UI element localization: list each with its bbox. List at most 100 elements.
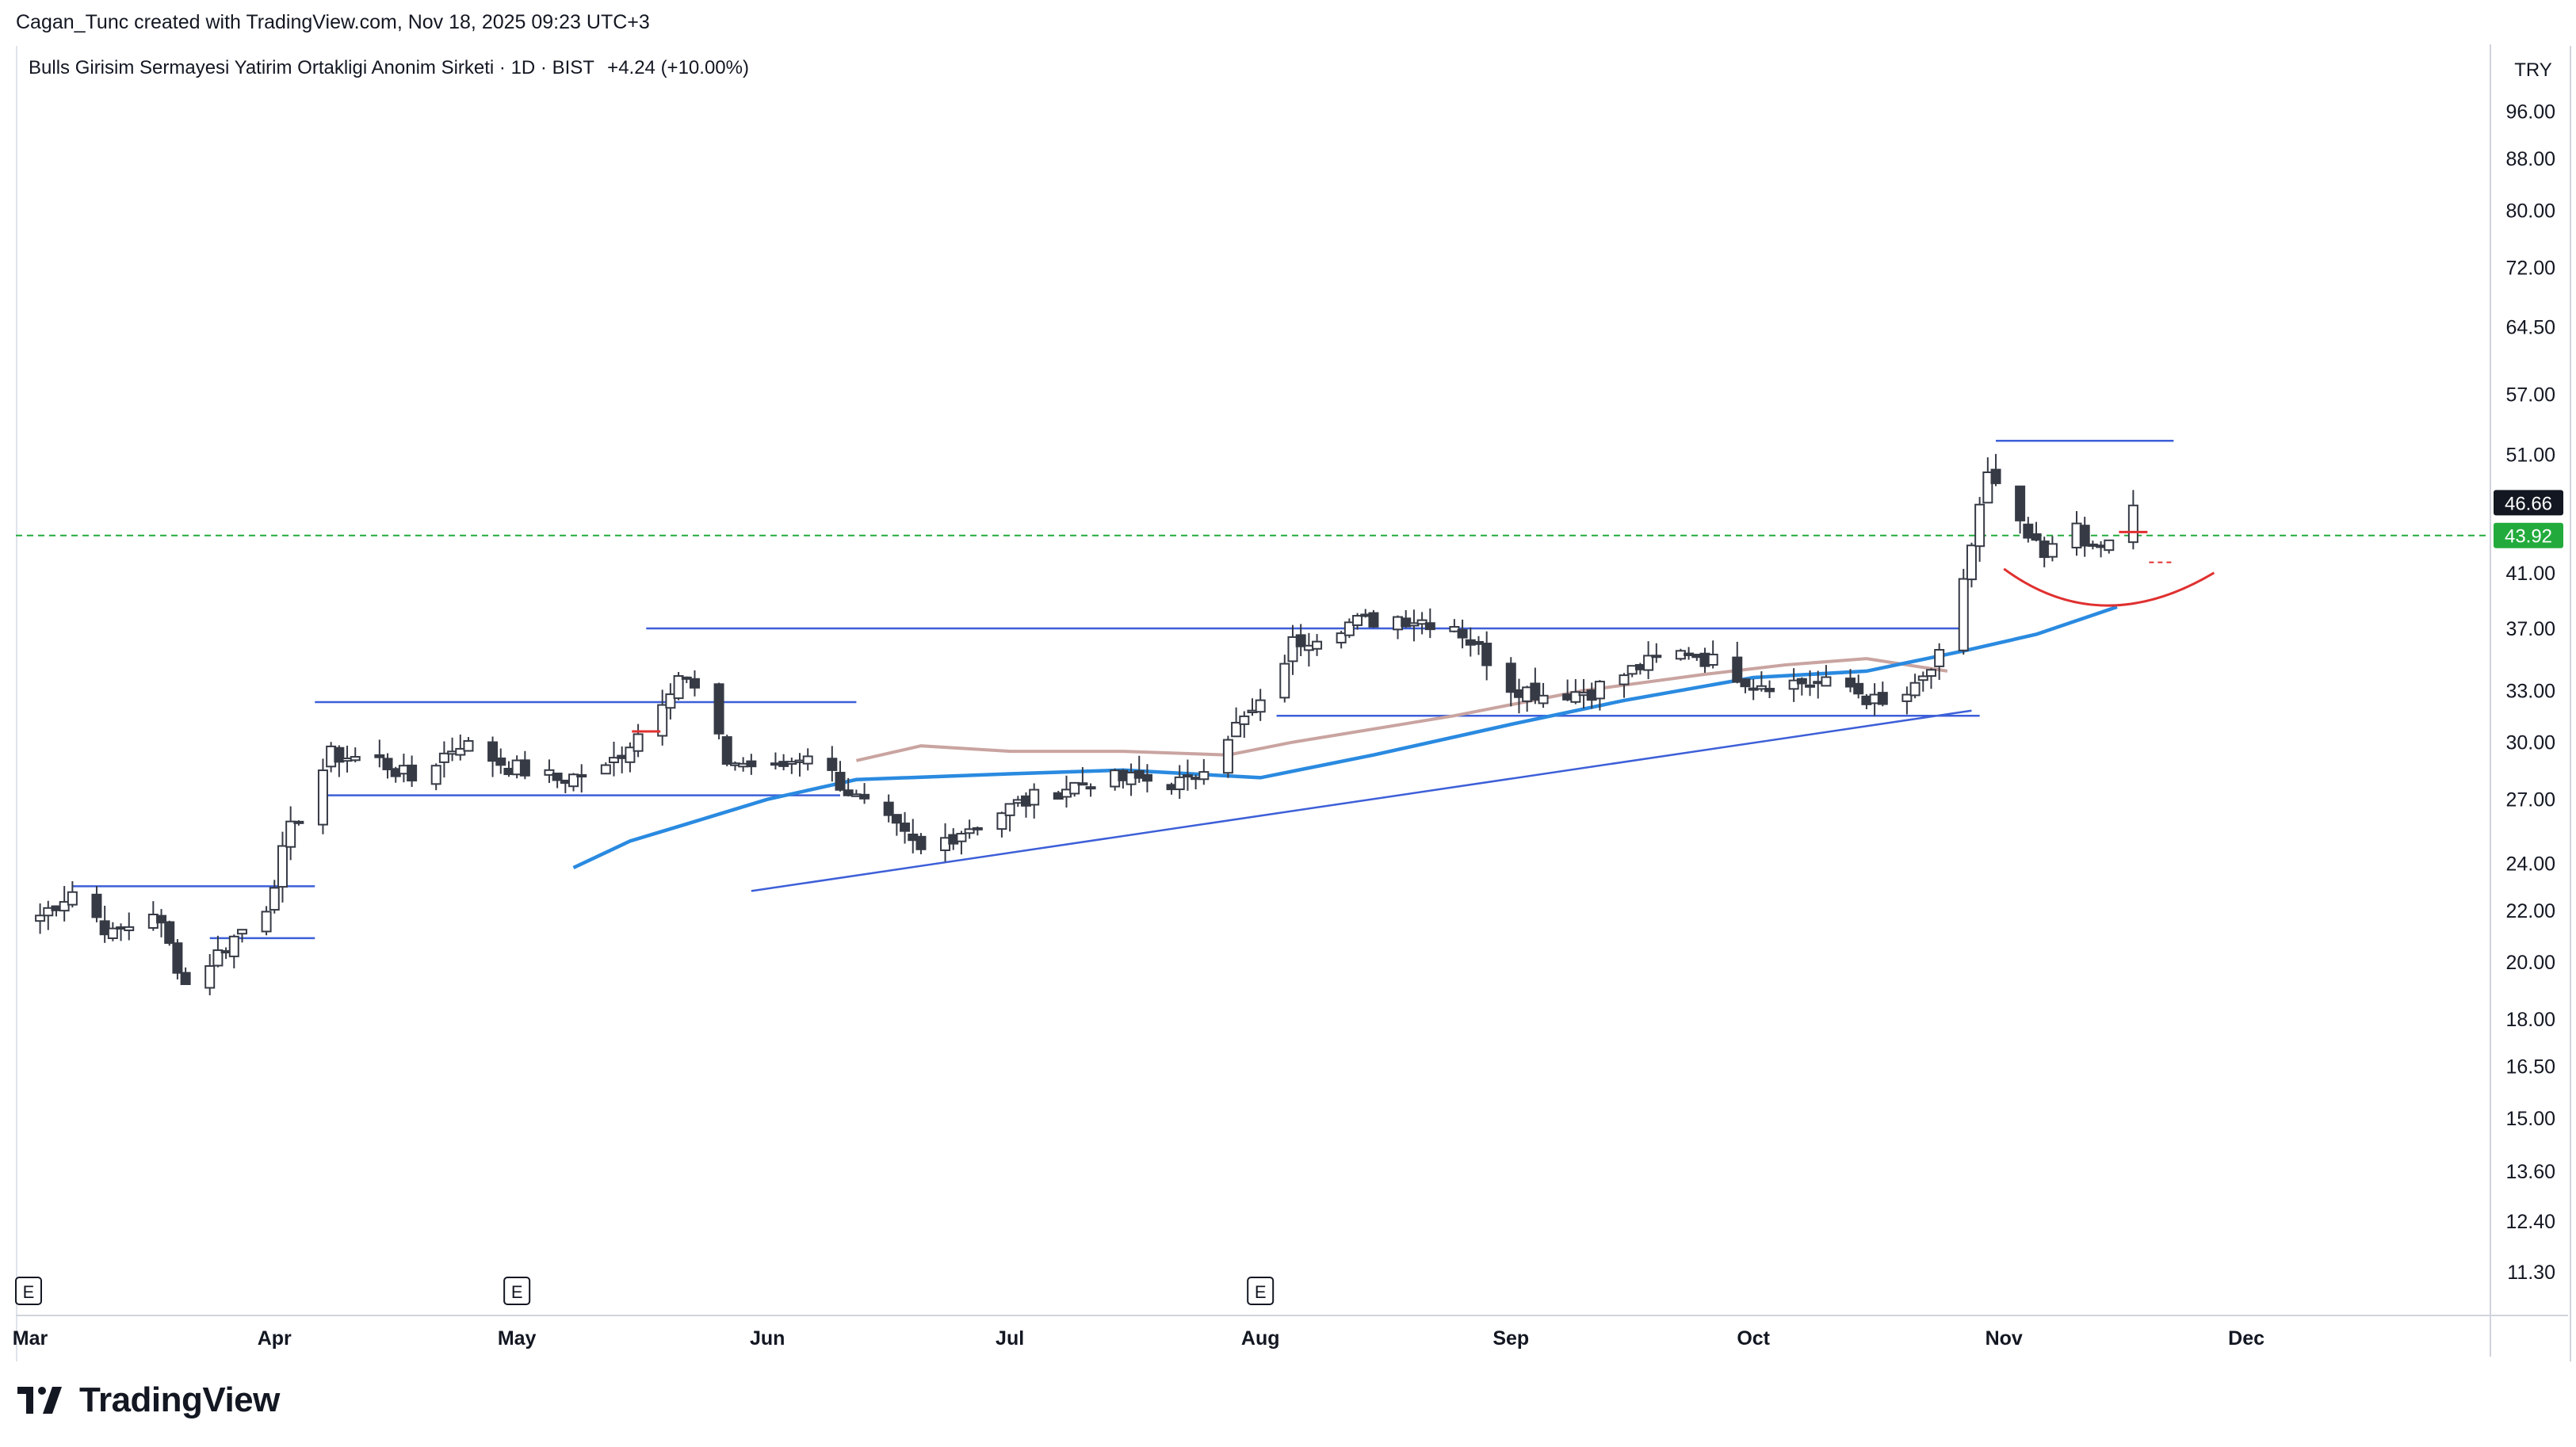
candle-body-up xyxy=(455,747,466,756)
y-tick-label: 64.50 xyxy=(2505,317,2555,339)
candle-body-up xyxy=(59,901,70,912)
candle xyxy=(1481,631,1492,681)
earnings-marker-label: E xyxy=(511,1282,523,1302)
candle-body-down xyxy=(689,678,700,689)
candle xyxy=(1845,669,1856,693)
candle xyxy=(859,783,870,804)
candle-body-down xyxy=(180,972,191,986)
earnings-marker: E xyxy=(1247,1277,1275,1305)
candle-body-up xyxy=(1974,503,1986,548)
candle xyxy=(519,750,530,780)
candle-body-up xyxy=(1982,471,1993,504)
candle-body-down xyxy=(859,793,870,800)
candle-body-up xyxy=(2104,539,2115,552)
candle-body-up xyxy=(1069,781,1080,795)
candle xyxy=(495,748,506,774)
candle xyxy=(1909,674,1921,699)
price-label: 43.92 xyxy=(2494,522,2563,548)
candle-body-down xyxy=(1505,662,1516,693)
y-tick-label: 18.00 xyxy=(2505,1009,2555,1031)
candle-body-down xyxy=(487,741,499,762)
candle-body-up xyxy=(665,693,676,709)
candle xyxy=(1182,759,1193,791)
candle-body-up xyxy=(1934,648,1945,667)
y-tick-label: 72.00 xyxy=(2505,257,2555,279)
candle-body-up xyxy=(544,769,555,776)
candle xyxy=(891,814,902,836)
candle-body-down xyxy=(900,823,911,832)
candle-body-up xyxy=(600,764,611,775)
candle xyxy=(802,748,813,771)
candle-body-up xyxy=(657,704,668,737)
candle-body-up xyxy=(1538,694,1549,704)
candle-body-up xyxy=(1901,693,1913,702)
candle-body-up xyxy=(972,827,983,830)
candle xyxy=(576,764,587,793)
candle xyxy=(673,672,684,701)
candle-body-down xyxy=(1740,678,1751,688)
candle xyxy=(1085,783,1096,797)
candle-body-up xyxy=(1198,771,1210,781)
candle xyxy=(713,682,724,740)
candle-body-up xyxy=(1821,676,1832,687)
y-tick-label: 13.60 xyxy=(2505,1161,2555,1183)
y-tick-label: 37.00 xyxy=(2505,618,2555,640)
candle-body-down xyxy=(835,771,846,791)
candle-body-up xyxy=(438,752,449,763)
price-change: +4.24 (+10.00%) xyxy=(607,57,749,78)
candle-body-up xyxy=(1925,669,1936,678)
candle-body-up xyxy=(1570,691,1581,703)
candle-body-down xyxy=(2015,485,2026,521)
x-tick-label: Jun xyxy=(750,1327,785,1350)
price-label-text: 43.92 xyxy=(2505,526,2552,548)
candle xyxy=(657,689,668,746)
candle xyxy=(164,920,175,946)
candle xyxy=(293,820,304,826)
candle-body-down xyxy=(407,764,418,782)
candle-body-up xyxy=(1788,679,1799,690)
candle-body-down xyxy=(1651,655,1662,659)
candle xyxy=(1255,689,1266,721)
candle-body-up xyxy=(1029,788,1040,806)
candle xyxy=(334,745,345,777)
candle xyxy=(1901,686,1913,715)
candle xyxy=(1651,643,1662,663)
candle xyxy=(1877,682,1888,707)
candle-body-up xyxy=(1352,615,1363,626)
candle-body-up xyxy=(67,891,78,906)
candle xyxy=(455,734,466,761)
candle-body-down xyxy=(2023,523,2034,539)
candle xyxy=(228,934,239,969)
candle xyxy=(1917,671,1928,692)
candle xyxy=(1974,497,1986,562)
candle xyxy=(625,742,636,773)
y-tick-label: 30.00 xyxy=(2505,732,2555,754)
candle-body-up xyxy=(350,756,361,762)
x-tick-label: Mar xyxy=(13,1327,48,1350)
candle-body-down xyxy=(172,942,183,974)
candle-body-up xyxy=(236,929,247,935)
candle xyxy=(2023,517,2034,543)
candle xyxy=(964,819,975,839)
candle xyxy=(689,670,700,697)
chart-pane[interactable] xyxy=(16,46,2571,1361)
candle-body-down xyxy=(843,789,854,796)
candle xyxy=(1336,631,1347,649)
candle xyxy=(1530,667,1541,704)
earnings-marker-label: E xyxy=(1255,1282,1267,1302)
candle-body-up xyxy=(1231,721,1242,738)
candle-body-up xyxy=(1222,739,1233,774)
candle-body-up xyxy=(633,733,644,752)
candle xyxy=(107,922,118,941)
candle-body-up xyxy=(277,845,288,888)
y-tick-label: 16.50 xyxy=(2505,1056,2555,1079)
rounding-bottom-arc xyxy=(2003,567,2215,607)
candle xyxy=(843,777,854,797)
candle xyxy=(1069,781,1080,797)
candle xyxy=(1505,657,1516,707)
candle-body-down xyxy=(721,736,732,765)
candle xyxy=(1756,671,1767,692)
y-tick-label: 27.00 xyxy=(2505,789,2555,811)
candle xyxy=(1126,763,1137,796)
